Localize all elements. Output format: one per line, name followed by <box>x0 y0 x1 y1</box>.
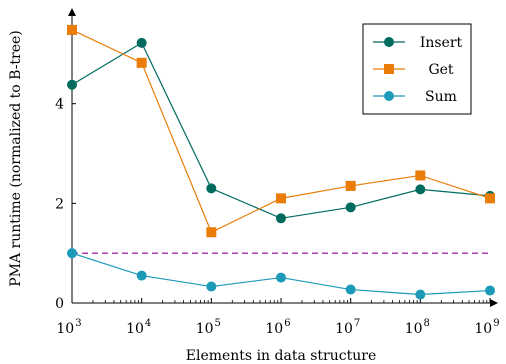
x-axis-arrow <box>490 299 498 307</box>
plot-area <box>67 24 495 300</box>
get-legend-label: Get <box>428 62 453 78</box>
sum-data-point <box>485 285 495 296</box>
sum-data-point <box>276 272 286 283</box>
x-tick-label: 109 <box>474 318 499 337</box>
x-tick-label: 106 <box>265 318 290 337</box>
x-axis-title: Elements in data structure <box>186 348 376 364</box>
insert-data-point <box>136 37 147 48</box>
sum-data-point <box>345 284 356 295</box>
get-data-point <box>485 193 495 204</box>
y-axis-arrow <box>68 8 76 16</box>
axes: 0 2 4 103 104 105 106 107 108 109 <box>55 8 500 337</box>
legend: Insert Get Sum <box>362 23 472 115</box>
get-data-point <box>67 24 77 35</box>
x-tick-label: 104 <box>126 318 151 337</box>
y-tick-label: 2 <box>55 196 64 212</box>
insert-legend-marker <box>384 37 394 47</box>
sum-legend-label: Sum <box>425 89 457 105</box>
get-data-point <box>206 227 217 238</box>
get-legend-marker <box>384 64 394 74</box>
insert-data-point <box>206 183 217 194</box>
sum-data-point <box>67 248 77 259</box>
get-data-point <box>136 57 147 68</box>
get-data-point <box>276 193 286 204</box>
x-tick-label: 105 <box>196 318 221 337</box>
get-data-point <box>415 170 426 181</box>
insert-data-point <box>415 184 426 195</box>
sum-data-point <box>415 289 426 300</box>
insert-legend-label: Insert <box>420 35 463 51</box>
sum-legend-marker <box>384 91 394 101</box>
sum-data-point <box>136 270 147 281</box>
x-tick-label: 108 <box>405 318 430 337</box>
insert-data-point <box>345 202 356 213</box>
x-tick-label: 107 <box>335 318 360 337</box>
insert-data-point <box>276 213 286 224</box>
insert-data-point <box>67 79 77 90</box>
x-tick-label: 103 <box>56 318 81 337</box>
y-tick-label: 0 <box>55 296 64 312</box>
y-tick-label: 4 <box>55 97 64 113</box>
get-data-point <box>345 180 356 191</box>
y-axis-title: PMA runtime (normalized to B-tree) <box>8 30 24 287</box>
sum-data-point <box>206 281 217 292</box>
